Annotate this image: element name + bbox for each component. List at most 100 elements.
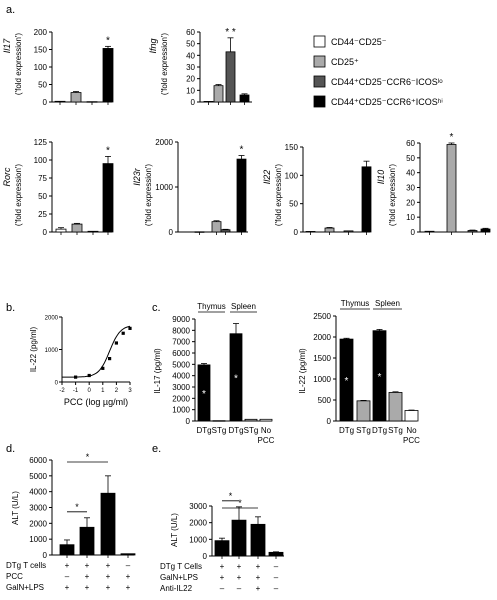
category-sublabel: PCC — [403, 436, 420, 445]
category-sublabel: PCC — [258, 436, 275, 445]
bar — [231, 519, 247, 557]
significance-star: * — [229, 491, 233, 501]
significance-star: * — [234, 373, 238, 384]
y-tick-label: 5000 — [172, 360, 190, 369]
bar — [220, 229, 231, 233]
legend-swatch-2 — [313, 75, 326, 88]
y-tick-label: 1000 — [29, 535, 47, 544]
category-label: No — [261, 426, 272, 435]
y-tick-label: 0 — [203, 552, 208, 561]
fit-curve — [62, 325, 131, 378]
y-tick-label: 0 — [294, 228, 299, 237]
y-tick-label: 7000 — [172, 338, 190, 347]
gene-label: Rorc — [2, 167, 12, 187]
data-point — [101, 366, 105, 370]
y-tick-label: 3000 — [172, 383, 190, 392]
chart-alt-d: 0 1000 2000 3000 4000 5000 6000 ALT (U/L) * * DTg … — [6, 452, 136, 592]
row-sign: + — [220, 573, 225, 582]
y-tick-label: 0 — [411, 228, 416, 237]
row-sign: – — [65, 572, 70, 581]
chart-il17: 0 50 100 150 200 Il17 ('fold expression') * — [2, 28, 114, 107]
y-tick-label: 50 — [186, 40, 195, 49]
y-tick-label: 100 — [285, 171, 299, 180]
y-axis-label: ALT (U/L) — [170, 513, 179, 547]
row-sign: + — [220, 562, 225, 571]
data-point — [108, 357, 112, 361]
bar — [87, 230, 99, 233]
bar — [120, 553, 136, 556]
y-axis-label: IL-22 (pg/ml) — [298, 348, 307, 394]
row-sign: + — [256, 584, 261, 593]
y-axis-label: ('fold expression') — [14, 33, 23, 96]
row-label: DTg T cells — [6, 561, 46, 570]
y-tick-label: 2000 — [189, 519, 207, 528]
y-tick-label: 3000 — [29, 504, 47, 513]
chart-il22: 0 50 100 150 Il22 ('fold expression') — [262, 143, 372, 237]
y-axis-label: ('fold expression') — [160, 33, 169, 96]
row-sign: – — [220, 584, 225, 593]
y-tick-label: 100 — [34, 63, 48, 72]
category-label: DTg — [372, 426, 387, 435]
legend-label-2: CD44⁺CD25⁻CCR6⁻ICOSˡᵒ — [331, 77, 443, 87]
y-tick-label: 200 — [34, 28, 48, 37]
y-tick-label: 150 — [34, 46, 48, 55]
y-tick-label: 30 — [186, 63, 195, 72]
y-tick-label: 2000 — [45, 316, 59, 322]
significance-star: * * — [225, 27, 236, 38]
y-tick-label: 4000 — [29, 488, 47, 497]
significance-star: * — [202, 389, 206, 400]
category-label: No — [406, 426, 417, 435]
y-tick-label: 2500 — [313, 312, 331, 321]
y-tick-label: 40 — [186, 51, 195, 60]
row-sign: + — [106, 561, 111, 570]
y-tick-label: 3000 — [189, 502, 207, 511]
bar — [259, 418, 273, 422]
row-sign: – — [274, 573, 279, 582]
bar — [446, 144, 457, 233]
legend-swatch-3 — [313, 95, 326, 108]
significance-star: * — [106, 35, 110, 46]
x-tick-label: 2 — [115, 388, 119, 394]
significance-star: * — [450, 132, 454, 143]
y-tick-label: 500 — [318, 396, 332, 405]
category-label: DTg — [228, 426, 243, 435]
gene-label: Il17 — [2, 38, 12, 54]
y-tick-label: 6000 — [172, 349, 190, 358]
legend-swatch-1 — [313, 55, 326, 68]
row-sign: + — [126, 583, 131, 592]
bar — [213, 85, 224, 103]
gene-label: Il10 — [376, 170, 386, 185]
significance-star: * — [345, 376, 349, 387]
y-tick-label: 20 — [186, 75, 195, 84]
y-tick-label: 6000 — [29, 456, 47, 465]
group-label-spleen: Spleen — [375, 299, 400, 308]
bar — [480, 228, 491, 233]
panel-label-b: b. — [6, 302, 15, 314]
bar — [250, 523, 266, 557]
row-sign: + — [85, 561, 90, 570]
y-tick-label: 0 — [327, 417, 332, 426]
y-tick-label: 0 — [43, 228, 48, 237]
x-tick-label: 1 — [101, 388, 105, 394]
gene-label: Il22 — [262, 170, 272, 185]
bar — [79, 526, 95, 556]
y-tick-label: 2000 — [313, 333, 331, 342]
y-axis-label: ('fold expression') — [388, 164, 397, 227]
bar — [343, 230, 354, 233]
row-sign: – — [126, 561, 131, 570]
chart-il17-secretion: 0 1000 2000 3000 4000 5000 6000 7000 8000 9000 IL-… — [153, 302, 275, 445]
x-tick-label: -1 — [73, 388, 79, 394]
data-point — [87, 373, 91, 378]
row-label: Anti-IL22 — [160, 584, 193, 593]
category-label: STg — [388, 426, 403, 435]
y-tick-label: 10 — [186, 86, 195, 95]
data-point — [114, 341, 118, 345]
row-label: GalN+LPS — [6, 583, 44, 592]
bar — [244, 418, 258, 422]
group-label-spleen: Spleen — [231, 302, 256, 311]
bar — [424, 230, 435, 233]
legend-swatch-0 — [313, 35, 326, 48]
data-point — [128, 326, 132, 330]
